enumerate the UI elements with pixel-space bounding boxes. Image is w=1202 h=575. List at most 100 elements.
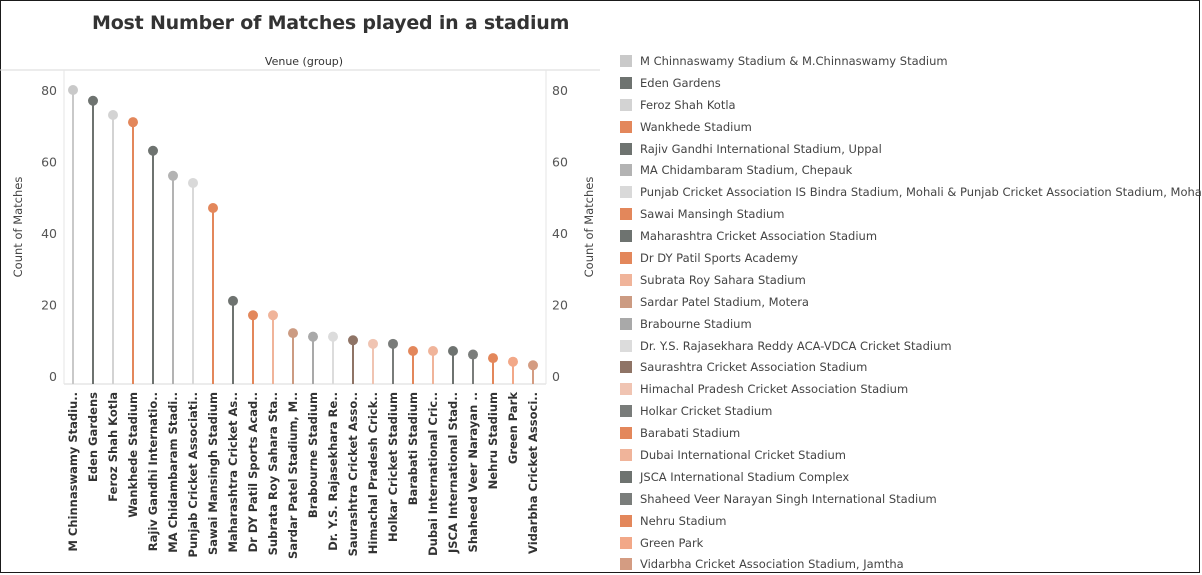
x-tick-label: Sardar Patel Stadium, M.. bbox=[286, 392, 300, 559]
legend-item[interactable]: Barabati Stadium bbox=[620, 422, 1202, 444]
legend-swatch bbox=[620, 427, 632, 440]
lollipop-dot[interactable] bbox=[208, 202, 218, 213]
legend-label: Brabourne Stadium bbox=[640, 316, 752, 331]
lollipop-dot[interactable] bbox=[328, 331, 338, 342]
legend-item[interactable]: Maharashtra Cricket Association Stadium bbox=[620, 225, 1202, 247]
y-tick-label-right: 20 bbox=[552, 298, 568, 313]
lollipop-dot[interactable] bbox=[388, 338, 398, 349]
lollipop-dot[interactable] bbox=[528, 360, 538, 371]
legend-item[interactable]: Dubai International Cricket Stadium bbox=[620, 444, 1202, 466]
x-tick-label: Rajiv Gandhi Internatio.. bbox=[146, 392, 160, 551]
lollipop-dot[interactable] bbox=[168, 170, 178, 181]
legend-swatch bbox=[620, 164, 632, 177]
legend-label: Wankhede Stadium bbox=[640, 119, 752, 134]
legend-label: Rajiv Gandhi International Stadium, Uppa… bbox=[640, 141, 882, 156]
legend-label: Dubai International Cricket Stadium bbox=[640, 447, 847, 462]
lollipop-stems bbox=[72, 90, 534, 384]
legend-item[interactable]: Shaheed Veer Narayan Singh International… bbox=[620, 488, 1202, 510]
legend-label: Barabati Stadium bbox=[640, 426, 741, 441]
lollipop-dot[interactable] bbox=[188, 177, 198, 188]
legend-item[interactable]: M Chinnaswamy Stadium & M.Chinnaswamy St… bbox=[620, 50, 1202, 72]
legend-label: Dr DY Patil Sports Academy bbox=[640, 250, 799, 265]
y-tick-label-left: 0 bbox=[49, 369, 57, 384]
legend-swatch bbox=[620, 208, 632, 221]
lollipop-dot[interactable] bbox=[248, 310, 258, 321]
x-tick-label: Holkar Cricket Stadium bbox=[386, 392, 400, 542]
lollipop-dot[interactable] bbox=[228, 295, 238, 306]
lollipop-dot[interactable] bbox=[268, 310, 278, 321]
legend-item[interactable]: Feroz Shah Kotla bbox=[620, 94, 1202, 116]
legend-swatch bbox=[620, 339, 632, 352]
legend-swatch bbox=[620, 470, 632, 483]
x-tick-label: Dr. Y.S. Rajasekhara Re.. bbox=[326, 392, 340, 551]
lollipop-dot[interactable] bbox=[488, 353, 498, 364]
legend-item[interactable]: Wankhede Stadium bbox=[620, 116, 1202, 138]
lollipop-dot[interactable] bbox=[68, 85, 78, 95]
lollipop-dot[interactable] bbox=[428, 345, 438, 356]
x-tick-label: M Chinnaswamy Stadiu.. bbox=[66, 392, 80, 552]
legend-item[interactable]: JSCA International Stadium Complex bbox=[620, 466, 1202, 488]
legend-item[interactable]: Saurashtra Cricket Association Stadium bbox=[620, 356, 1202, 378]
legend-item[interactable]: Vidarbha Cricket Association Stadium, Ja… bbox=[620, 553, 1202, 575]
legend-label: Sawai Mansingh Stadium bbox=[640, 207, 785, 222]
legend-item[interactable]: Brabourne Stadium bbox=[620, 313, 1202, 335]
legend-swatch bbox=[620, 361, 632, 374]
legend-item[interactable]: Punjab Cricket Association IS Bindra Sta… bbox=[620, 181, 1202, 203]
legend-item[interactable]: Eden Gardens bbox=[620, 72, 1202, 94]
x-tick-label: Sawai Mansingh Stadium bbox=[206, 392, 220, 555]
lollipop-dot[interactable] bbox=[108, 110, 118, 121]
legend-label: Nehru Stadium bbox=[640, 513, 727, 528]
legend-item[interactable]: Sardar Patel Stadium, Motera bbox=[620, 291, 1202, 313]
lollipop-dot[interactable] bbox=[88, 95, 98, 106]
legend-item[interactable]: Holkar Cricket Stadium bbox=[620, 400, 1202, 422]
lollipop-dot[interactable] bbox=[368, 338, 378, 349]
x-tick-label: Saurashtra Cricket Asso.. bbox=[346, 392, 360, 556]
lollipop-dot[interactable] bbox=[448, 345, 458, 356]
legend-item[interactable]: Dr. Y.S. Rajasekhara Reddy ACA-VDCA Cric… bbox=[620, 335, 1202, 357]
legend-item[interactable]: Nehru Stadium bbox=[620, 510, 1202, 532]
lollipop-dot[interactable] bbox=[508, 356, 518, 367]
chart-title: Most Number of Matches played in a stadi… bbox=[92, 12, 570, 34]
lollipop-dot[interactable] bbox=[348, 335, 358, 346]
legend-item[interactable]: Subrata Roy Sahara Stadium bbox=[620, 269, 1202, 291]
legend-item[interactable]: Dr DY Patil Sports Academy bbox=[620, 247, 1202, 269]
x-tick-label: Vidarbha Cricket Associ.. bbox=[526, 392, 540, 554]
x-tick-label: Subrata Roy Sahara Sta.. bbox=[266, 392, 280, 555]
legend-label: Green Park bbox=[640, 535, 704, 550]
x-tick-label: Dr DY Patil Sports Acad.. bbox=[246, 392, 260, 552]
lollipop-chart: Venue (group) Count of Matches Count of … bbox=[0, 55, 600, 559]
lollipop-dot[interactable] bbox=[468, 349, 478, 360]
y-axis-title-right: Count of Matches bbox=[582, 177, 596, 278]
legend-swatch bbox=[620, 120, 632, 133]
legend-item[interactable]: MA Chidambaram Stadium, Chepauk bbox=[620, 159, 1202, 181]
legend-swatch bbox=[620, 251, 632, 264]
lollipop-dot[interactable] bbox=[308, 331, 318, 342]
y-axis-title-left: Count of Matches bbox=[11, 177, 25, 278]
legend-swatch bbox=[620, 98, 632, 111]
lollipop-dot[interactable] bbox=[408, 345, 418, 356]
legend-item[interactable]: Rajiv Gandhi International Stadium, Uppa… bbox=[620, 138, 1202, 160]
legend-label: Holkar Cricket Stadium bbox=[640, 404, 773, 419]
legend-swatch bbox=[620, 536, 632, 549]
legend-label: Sardar Patel Stadium, Motera bbox=[640, 294, 809, 309]
lollipop-dot[interactable] bbox=[128, 117, 138, 128]
legend-swatch bbox=[620, 230, 632, 243]
legend-label: Maharashtra Cricket Association Stadium bbox=[640, 229, 878, 244]
y-tick-label-right: 0 bbox=[552, 369, 560, 384]
legend-swatch bbox=[620, 383, 632, 396]
legend-item[interactable]: Himachal Pradesh Cricket Association Sta… bbox=[620, 378, 1202, 400]
x-tick-label: Eden Gardens bbox=[86, 392, 100, 482]
legend-item[interactable]: Green Park bbox=[620, 532, 1202, 554]
legend-label: Saurashtra Cricket Association Stadium bbox=[640, 360, 868, 375]
y-tick-label-left: 40 bbox=[41, 226, 57, 241]
y-tick-label-right: 40 bbox=[552, 226, 568, 241]
legend-swatch bbox=[620, 558, 632, 571]
x-tick-label: Wankhede Stadium bbox=[126, 392, 140, 518]
x-tick-label: Barabati Stadium bbox=[406, 392, 420, 505]
lollipop-dot[interactable] bbox=[288, 328, 298, 339]
legend-label: Dr. Y.S. Rajasekhara Reddy ACA-VDCA Cric… bbox=[640, 338, 952, 353]
lollipop-dot[interactable] bbox=[148, 145, 158, 156]
legend-item[interactable]: Sawai Mansingh Stadium bbox=[620, 203, 1202, 225]
legend-label: Punjab Cricket Association IS Bindra Sta… bbox=[640, 185, 1202, 200]
